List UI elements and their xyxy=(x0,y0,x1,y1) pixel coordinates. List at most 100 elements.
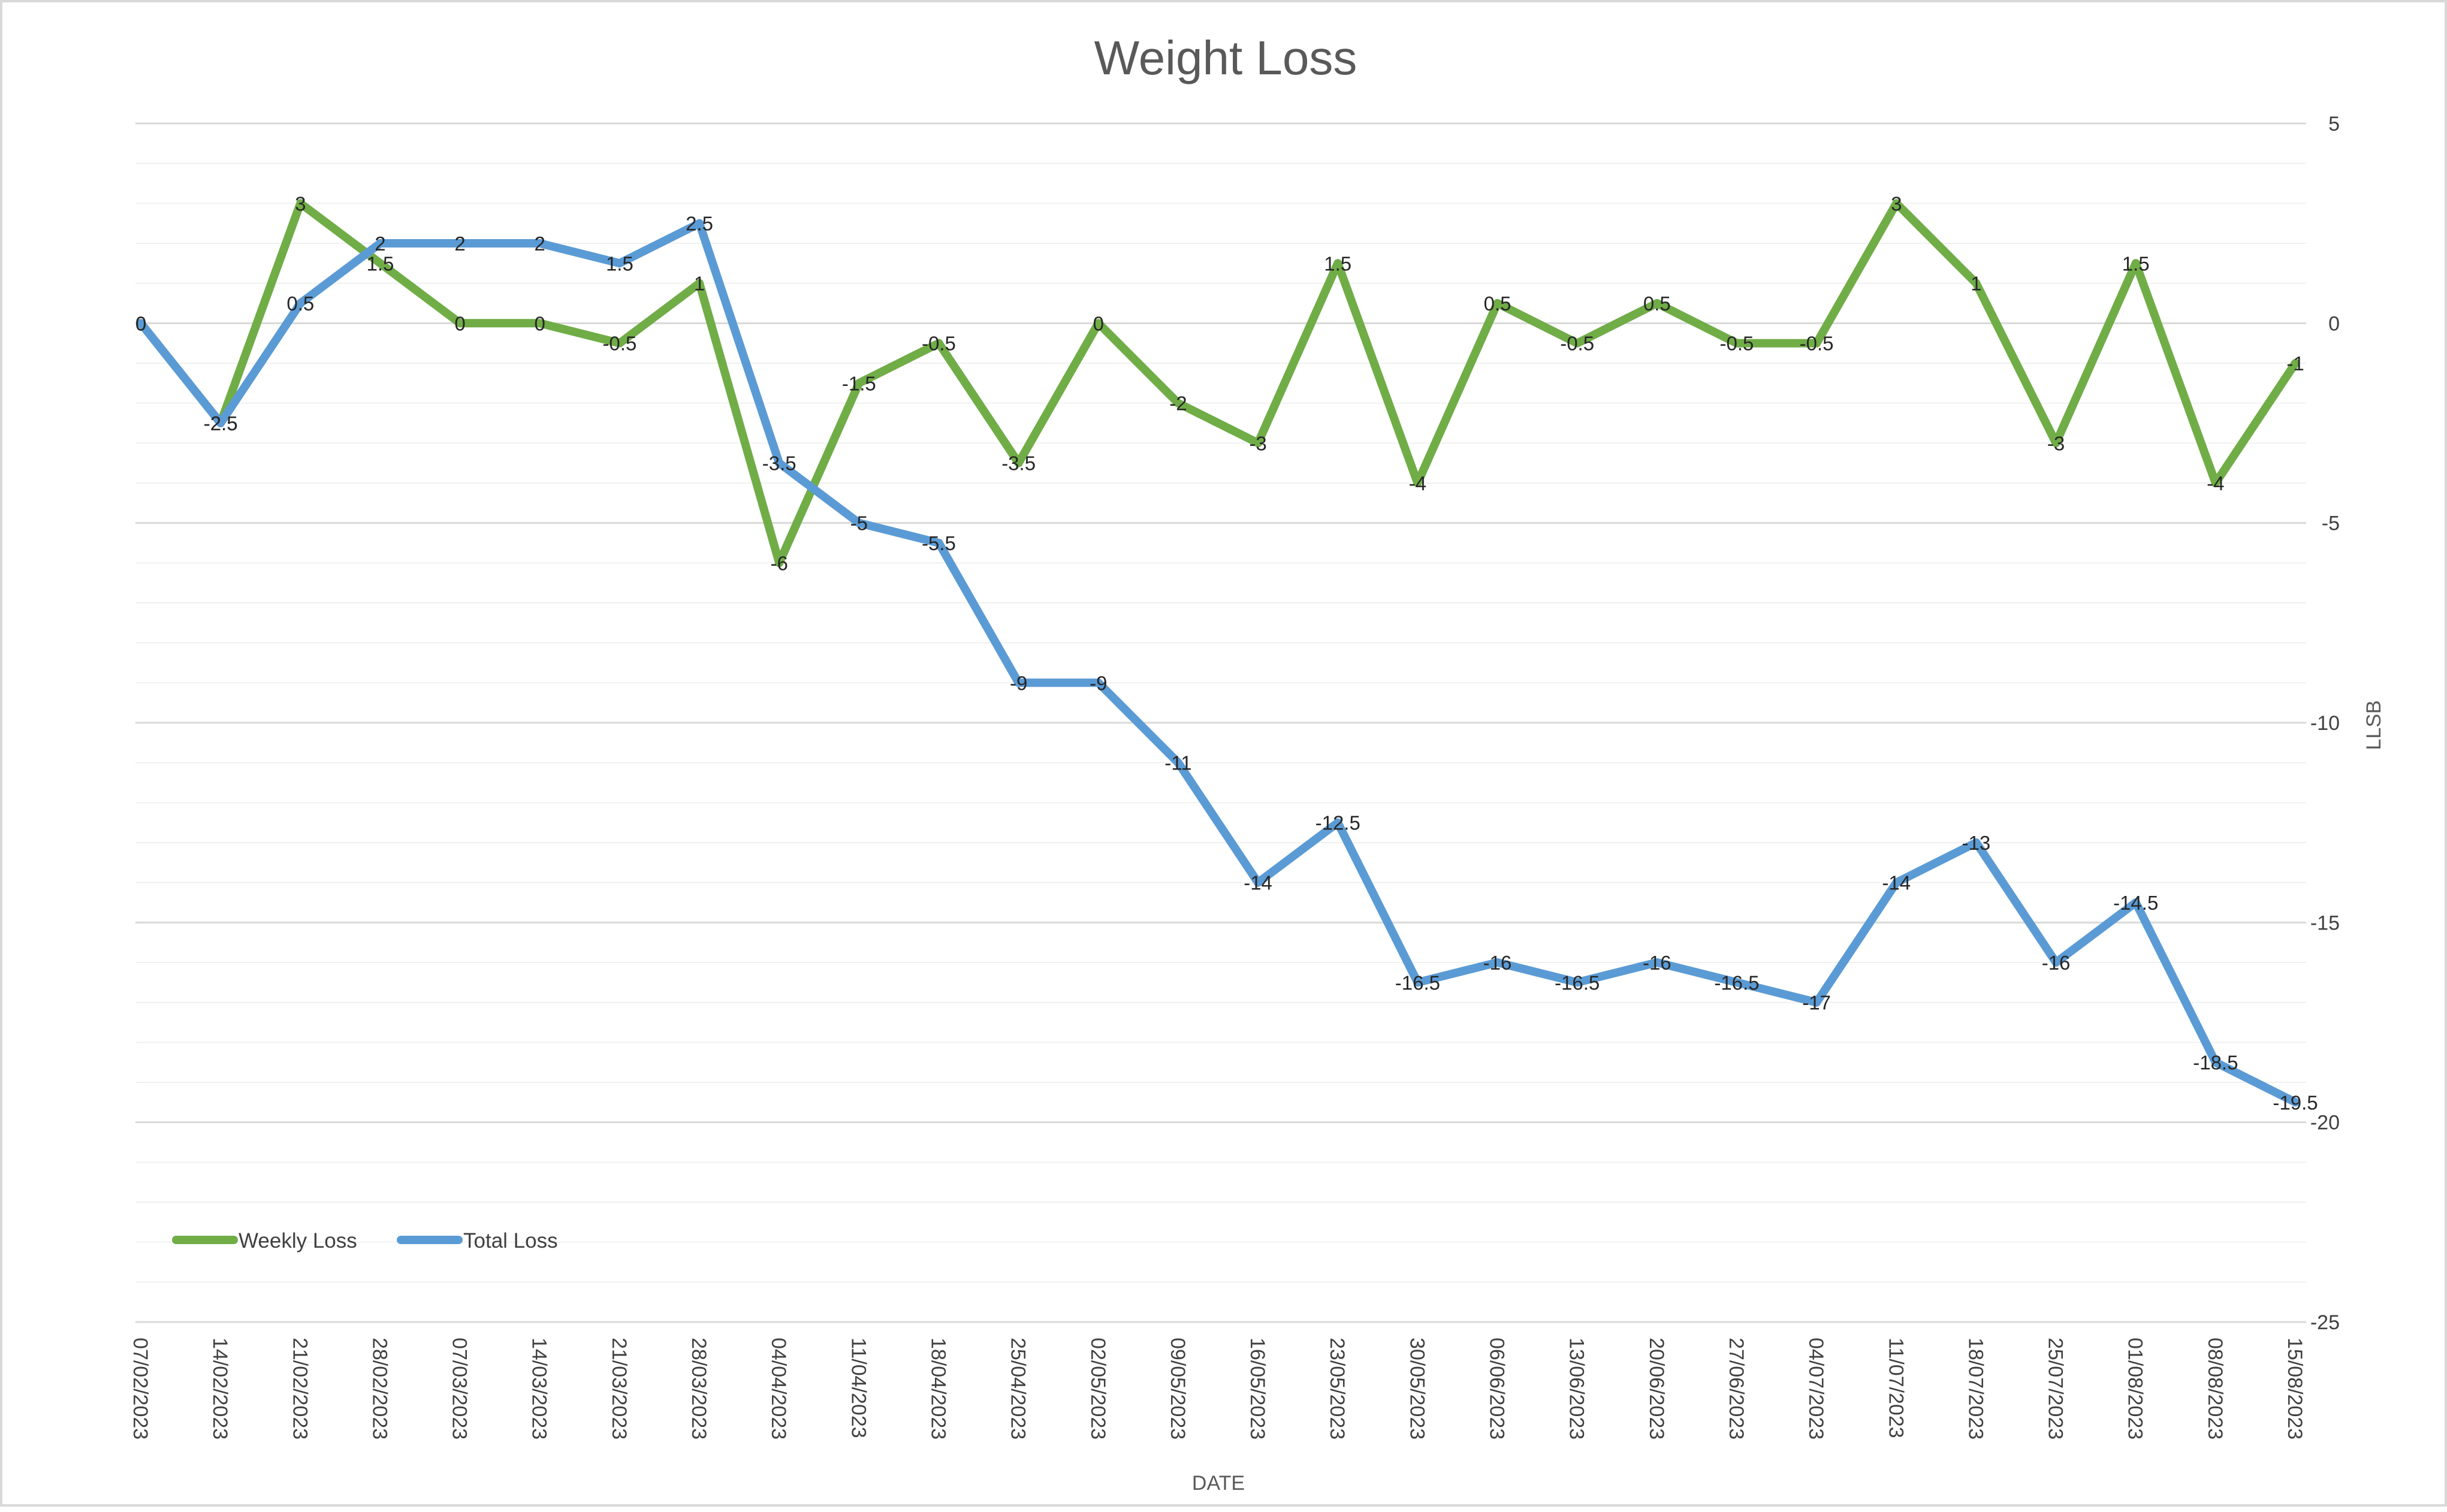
weekly-loss-point xyxy=(1652,299,1661,307)
total-loss-data-label: -14 xyxy=(1882,872,1911,894)
total-loss-point xyxy=(1972,838,1981,847)
total-loss-point xyxy=(615,259,624,268)
x-tick-label: 20/06/2023 xyxy=(1645,1338,1668,1439)
x-tick-label: 21/02/2023 xyxy=(288,1338,311,1439)
x-tick-label: 09/05/2023 xyxy=(1166,1338,1189,1439)
total-loss-point xyxy=(855,518,864,527)
total-loss-data-label: -2.5 xyxy=(204,412,238,434)
total-loss-point xyxy=(1173,758,1182,767)
weekly-loss-point xyxy=(934,339,943,348)
weekly-loss-point xyxy=(2051,439,2060,448)
weekly-loss-point xyxy=(1573,339,1582,348)
total-loss-point xyxy=(1014,678,1023,687)
total-loss-data-label: -16 xyxy=(1483,952,1512,974)
weekly-loss-data-label: -2 xyxy=(1169,393,1187,415)
x-axis-tick-labels: 07/02/2023 14/02/2023 21/02/2023 28/02/2023… xyxy=(129,1338,2306,1439)
x-tick-label: 21/03/2023 xyxy=(608,1338,630,1439)
weekly-loss-data-label: 1.5 xyxy=(1324,252,1351,274)
total-loss-point xyxy=(1493,958,1502,967)
total-loss-point xyxy=(535,239,544,248)
total-loss-point xyxy=(2131,898,2140,907)
weekly-loss-point xyxy=(1812,339,1821,348)
x-tick-label: 07/03/2023 xyxy=(448,1338,471,1439)
weekly-loss-data-label: 0.5 xyxy=(1643,292,1671,315)
total-loss-point xyxy=(1573,978,1582,987)
total-loss-data-label: -5 xyxy=(850,512,868,535)
total-loss-point xyxy=(1413,978,1422,987)
x-tick-label: 13/06/2023 xyxy=(1565,1338,1588,1439)
x-tick-label: 01/08/2023 xyxy=(2124,1338,2147,1439)
total-loss-data-label: 2 xyxy=(375,233,385,255)
weekly-loss-data-label: -0.5 xyxy=(1560,333,1594,355)
weekly-loss-data-label: -1 xyxy=(2286,352,2304,375)
weekly-loss-point xyxy=(1732,339,1741,348)
total-loss-point xyxy=(1812,998,1821,1007)
total-loss-data-label: -13 xyxy=(1962,832,1991,854)
total-loss-data-label: -9 xyxy=(1090,672,1107,694)
legend: Weekly Loss Total Loss xyxy=(172,1229,558,1253)
total-loss-data-label: -18.5 xyxy=(2193,1052,2238,1074)
total-loss-data-label: -16.5 xyxy=(1714,971,1759,994)
x-tick-label: 15/08/2023 xyxy=(2283,1338,2306,1439)
total-loss-point xyxy=(1732,978,1741,987)
weekly-loss-data-label: 1.5 xyxy=(2122,252,2150,274)
total-loss-point xyxy=(216,419,225,427)
total-loss-point xyxy=(455,239,464,248)
weekly-loss-data-label: -0.5 xyxy=(922,333,956,355)
weekly-loss-data-label: 1 xyxy=(694,273,705,295)
total-loss-point xyxy=(296,299,305,307)
total-loss-line xyxy=(137,219,2300,1107)
y-tick-label: -15 xyxy=(2310,912,2340,934)
total-loss-data-label: -19.5 xyxy=(2273,1091,2318,1113)
y-tick-label: -10 xyxy=(2310,712,2340,735)
total-loss-point xyxy=(137,319,145,328)
x-tick-label: 14/02/2023 xyxy=(209,1338,231,1439)
y-tick-label: 0 xyxy=(2328,312,2340,335)
weekly-loss-data-label: -4 xyxy=(1409,472,1426,494)
total-loss-data-label: -16.5 xyxy=(1395,971,1440,994)
x-tick-label: 04/07/2023 xyxy=(1805,1338,1827,1439)
weekly-loss-point xyxy=(1892,199,1901,208)
weekly-loss-legend-label: Weekly Loss xyxy=(239,1229,357,1253)
weekly-loss-point xyxy=(1173,399,1182,408)
data-labels: 0 -2.5 3 1.5 0 0 -0.5 1 -6 -1.5 -0.5 -3.5 0 -2 -3 1.5 -4… xyxy=(135,192,2318,1113)
total-loss-point xyxy=(1892,878,1901,887)
weekly-loss-point xyxy=(2291,359,2300,367)
x-tick-label: 18/07/2023 xyxy=(1964,1338,1987,1439)
weekly-loss-data-label: -0.5 xyxy=(602,333,636,355)
x-tick-label: 02/05/2023 xyxy=(1087,1338,1109,1439)
weekly-loss-point xyxy=(1333,259,1342,268)
y-tick-label: 5 xyxy=(2328,113,2340,135)
total-loss-data-label: -11 xyxy=(1164,752,1191,774)
total-loss-data-label: -16 xyxy=(2042,952,2071,974)
weekly-loss-data-label: -0.5 xyxy=(1720,333,1754,355)
total-loss-data-label: 2 xyxy=(535,233,545,255)
x-tick-label: 23/05/2023 xyxy=(1326,1338,1348,1439)
y-tick-label: -25 xyxy=(2310,1311,2340,1334)
weekly-loss-point xyxy=(1094,319,1103,328)
weekly-loss-data-label: 3 xyxy=(1891,192,1902,215)
weekly-loss-point xyxy=(1493,299,1502,307)
total-loss-data-label: -17 xyxy=(1802,992,1831,1014)
x-tick-label: 11/04/2023 xyxy=(847,1338,870,1438)
total-loss-point xyxy=(1652,958,1661,967)
weekly-loss-point xyxy=(455,319,464,328)
weekly-loss-point xyxy=(1014,458,1023,467)
weekly-loss-data-label: 0 xyxy=(454,312,465,334)
series-lines xyxy=(137,199,2300,1107)
y-axis-tick-labels: -25 -20 -15 -10 -5 0 5 xyxy=(2310,113,2340,1334)
y-tick-label: -20 xyxy=(2310,1112,2340,1134)
y-tick-label: -5 xyxy=(2322,512,2340,535)
x-tick-label: 25/07/2023 xyxy=(2044,1338,2067,1439)
weekly-loss-point xyxy=(376,259,385,268)
total-loss-data-label: -3.5 xyxy=(762,452,796,475)
total-loss-data-label: 2 xyxy=(454,233,465,255)
total-loss-data-label: -14.5 xyxy=(2113,892,2158,914)
weekly-loss-point xyxy=(296,199,305,208)
total-loss-point xyxy=(1333,818,1342,827)
weekly-loss-line xyxy=(137,199,2300,568)
total-loss-data-label: -16.5 xyxy=(1555,971,1600,994)
weekly-loss-data-label: -1.5 xyxy=(842,372,876,394)
weekly-loss-data-label: 0.5 xyxy=(1484,292,1511,315)
